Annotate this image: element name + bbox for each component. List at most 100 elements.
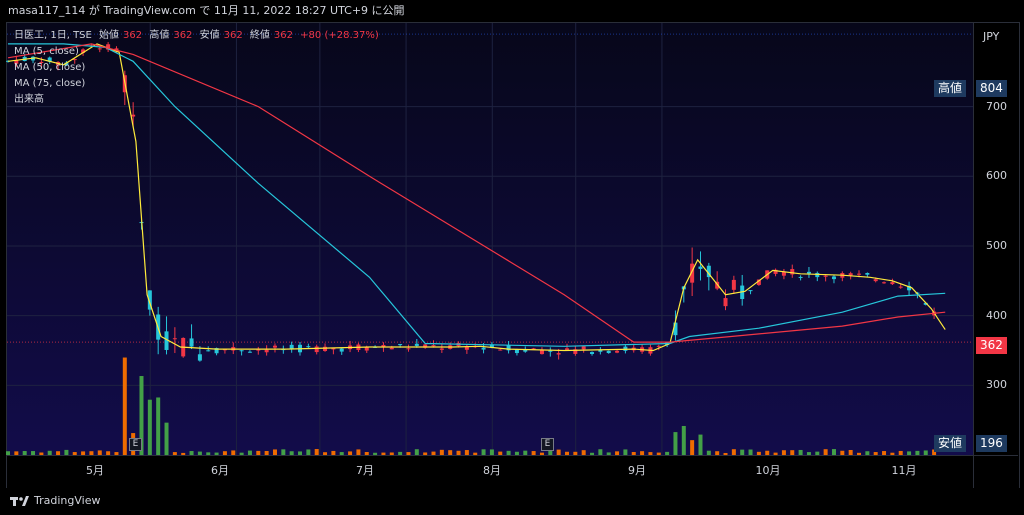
high-tag-label: 高値 xyxy=(934,80,967,97)
volume-bar xyxy=(523,450,528,455)
time-tick-label: 7月 xyxy=(356,464,374,477)
volume-bar xyxy=(640,451,645,455)
price-tick-label: 300 xyxy=(986,378,1007,392)
brand-name: TradingView xyxy=(34,494,101,507)
volume-bar xyxy=(89,451,94,455)
candle-body xyxy=(164,331,169,350)
volume-bar xyxy=(673,432,678,455)
volume-bar xyxy=(373,452,378,455)
candle-body xyxy=(815,272,820,278)
volume-bar xyxy=(281,449,286,455)
volume-bar xyxy=(882,451,887,455)
candle-body xyxy=(615,350,620,353)
legend-close-label: 終値 xyxy=(249,30,270,41)
volume-bar xyxy=(823,449,828,455)
candle-body xyxy=(506,345,511,351)
earnings-badge[interactable]: E xyxy=(129,438,142,451)
volume-bar xyxy=(790,450,795,455)
time-axis[interactable] xyxy=(7,455,973,488)
volume-bar xyxy=(606,452,611,455)
candle-body xyxy=(214,348,219,354)
legend-high-label: 高値 xyxy=(149,30,170,41)
candle-body xyxy=(731,279,736,290)
volume-bar xyxy=(189,451,194,455)
candle-body xyxy=(857,273,862,275)
candle-body xyxy=(656,345,661,347)
volume-bar xyxy=(22,451,27,455)
candle-body xyxy=(206,350,211,352)
volume-bar xyxy=(923,450,928,455)
candle-body xyxy=(548,350,553,352)
candle-body xyxy=(556,353,561,355)
candle-body xyxy=(306,346,311,348)
volume-bar xyxy=(815,451,820,455)
candle-body xyxy=(289,344,294,349)
volume-bar xyxy=(539,452,544,455)
candle-body xyxy=(131,114,136,117)
candle-body xyxy=(64,62,69,66)
volume-bar xyxy=(97,450,102,455)
candle-body xyxy=(823,275,828,277)
volume-bar xyxy=(581,450,586,455)
candle-body xyxy=(848,273,853,276)
volume-bar xyxy=(898,450,903,455)
volume-bar xyxy=(39,452,44,455)
candle-body xyxy=(806,271,811,274)
candle-body xyxy=(723,298,728,307)
volume-bar xyxy=(72,452,77,455)
volume-bar xyxy=(623,449,628,455)
volume-bar xyxy=(715,451,720,455)
volume-bar xyxy=(690,440,695,455)
volume-bar xyxy=(197,451,202,455)
volume-bar xyxy=(907,451,912,455)
volume-bar xyxy=(356,449,361,455)
candle-body xyxy=(14,60,19,64)
candle-body xyxy=(381,344,386,348)
volume-bar xyxy=(806,452,811,455)
volume-bar xyxy=(56,451,61,455)
candle-body xyxy=(406,348,411,350)
price-tick-label: 600 xyxy=(986,169,1007,183)
candle-body xyxy=(339,348,344,352)
candle-body xyxy=(748,290,753,292)
volume-bar xyxy=(398,451,403,455)
ma-line xyxy=(7,43,946,352)
volume-bar xyxy=(423,452,428,455)
legend-high-value: 362 xyxy=(173,30,193,41)
candle-body xyxy=(590,352,595,354)
legend-ma5[interactable]: MA (5, close) xyxy=(14,46,79,57)
volume-bar xyxy=(214,452,219,455)
volume-bar xyxy=(122,357,127,455)
volume-bar xyxy=(857,452,862,455)
brand[interactable]: TradingView xyxy=(10,494,100,507)
candle-body xyxy=(323,346,328,352)
volume-bar xyxy=(156,397,161,455)
candle-body xyxy=(581,346,586,350)
volume-bar xyxy=(164,422,169,455)
candle-body xyxy=(690,263,695,283)
legend-volume[interactable]: 出来高 xyxy=(14,94,44,105)
candle-body xyxy=(72,59,77,61)
price-tick-label: 400 xyxy=(986,308,1007,322)
legend-ma75[interactable]: MA (75, close) xyxy=(14,78,86,89)
candle-body xyxy=(414,343,419,346)
volume-bar xyxy=(314,449,319,455)
candle-body xyxy=(81,49,86,53)
volume-bar xyxy=(531,451,536,455)
legend-ma50[interactable]: MA (50, close) xyxy=(14,62,86,73)
volume-bar xyxy=(456,450,461,455)
candle-body xyxy=(256,349,261,351)
candle-body xyxy=(923,302,928,305)
time-tick-label: 11月 xyxy=(891,464,917,477)
earnings-badge[interactable]: E xyxy=(541,438,554,451)
volume-bar xyxy=(181,452,186,455)
candle-body xyxy=(890,282,895,285)
candle-body xyxy=(865,273,870,275)
volume-bar xyxy=(31,451,36,455)
volume-bar xyxy=(873,452,878,455)
chart-plot-area[interactable] xyxy=(7,23,973,455)
volume-bar xyxy=(331,450,336,455)
volume-bar xyxy=(665,451,670,455)
legend-symbol: 日医工, 1日, TSE xyxy=(14,30,92,41)
ma-line xyxy=(7,43,946,343)
